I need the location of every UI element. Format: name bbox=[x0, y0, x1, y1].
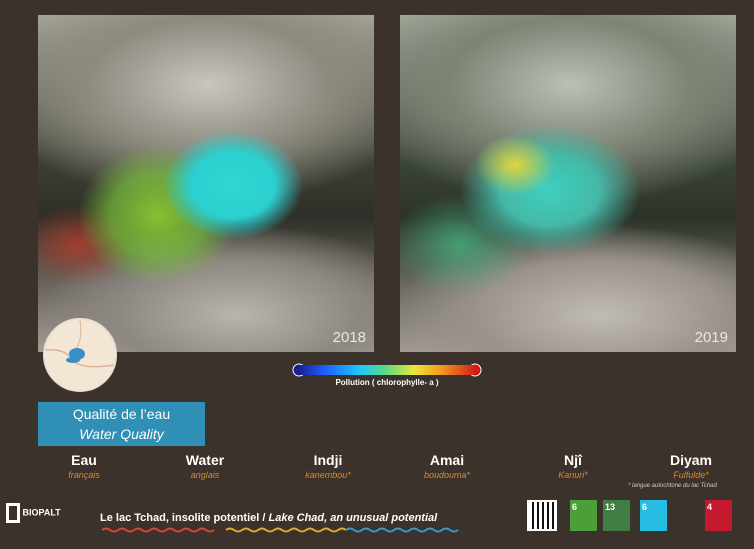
tagline-underline bbox=[101, 527, 459, 533]
tagline: Le lac Tchad, insolite potentiel / Lake … bbox=[100, 512, 437, 524]
word: Water bbox=[185, 452, 225, 468]
satellite-image: 2018 bbox=[38, 15, 374, 352]
word: Njî bbox=[564, 452, 582, 468]
satellite-image: 2019 bbox=[400, 15, 736, 352]
sdg-icon: 4 bbox=[705, 500, 732, 531]
language-item: Diyam Fulfulde* bbox=[631, 452, 751, 480]
year-label: 2018 bbox=[332, 329, 366, 346]
language-item: Amai boudouma* bbox=[387, 452, 507, 480]
logo: BIOPALT bbox=[6, 503, 76, 533]
qr-code bbox=[527, 500, 557, 531]
word: Diyam bbox=[669, 452, 713, 468]
location-map bbox=[43, 318, 117, 392]
language-item: Eau français bbox=[24, 452, 144, 480]
language-name: français bbox=[68, 470, 100, 480]
sdg-icon: 6 bbox=[570, 500, 597, 531]
legend-label: Pollution ( chlorophylle- a ) bbox=[335, 378, 439, 387]
footnote: * langue autochtone du lac Tchad bbox=[628, 483, 717, 489]
language-name: anglais bbox=[190, 470, 220, 480]
map-drawing bbox=[45, 320, 115, 368]
heading-en: Water Quality bbox=[79, 426, 164, 442]
tagline-en: Lake Chad, an unusual potential bbox=[268, 512, 438, 524]
language-name: boudouma* bbox=[423, 470, 471, 480]
language-item: Njî Kanuri* bbox=[513, 452, 633, 480]
language-item: Indji kanembou* bbox=[268, 452, 388, 480]
heading-box: Qualité de l’eau Water Quality bbox=[38, 402, 205, 446]
sdg-icon: 13 bbox=[603, 500, 630, 531]
language-name: Kanuri* bbox=[558, 470, 588, 480]
language-name: kanembou* bbox=[305, 470, 351, 480]
logo-text: BIOPALT bbox=[22, 507, 61, 518]
tagline-fr: Le lac Tchad, insolite potentiel / bbox=[100, 512, 266, 524]
sdg-icon: 6 bbox=[640, 500, 667, 531]
language-name: Fulfulde* bbox=[673, 470, 709, 480]
language-item: Water anglais bbox=[145, 452, 265, 480]
year-label: 2019 bbox=[694, 329, 728, 346]
heading-fr: Qualité de l’eau bbox=[72, 406, 171, 422]
word: Eau bbox=[71, 452, 97, 468]
colorbar bbox=[297, 365, 477, 375]
word: Amai bbox=[429, 452, 465, 468]
word: Indji bbox=[313, 452, 343, 468]
logo-icon bbox=[6, 503, 20, 523]
